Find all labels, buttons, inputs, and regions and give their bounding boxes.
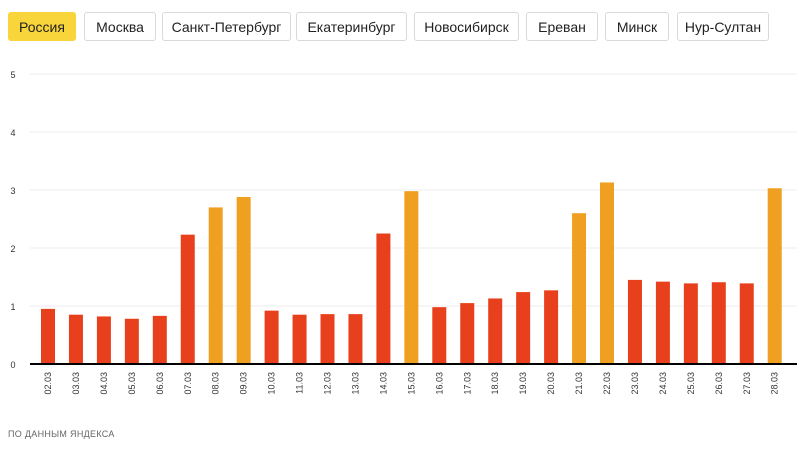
bar bbox=[600, 182, 614, 364]
bar bbox=[683, 283, 698, 364]
tab-2[interactable]: Москва bbox=[84, 12, 156, 41]
x-tick-label: 17.03 bbox=[462, 372, 472, 395]
bar bbox=[655, 281, 670, 364]
bar bbox=[544, 290, 559, 364]
x-tick-label: 04.03 bbox=[99, 372, 109, 395]
x-tick-label: 07.03 bbox=[183, 372, 193, 395]
bar bbox=[348, 314, 363, 364]
tab-7[interactable]: Минск bbox=[605, 12, 669, 41]
y-tick-label: 5 bbox=[10, 70, 15, 80]
bar bbox=[376, 233, 391, 364]
x-tick-label: 10.03 bbox=[267, 372, 277, 395]
x-tick-label: 18.03 bbox=[490, 372, 500, 395]
bar bbox=[627, 279, 642, 364]
x-tick-label: 09.03 bbox=[239, 372, 249, 395]
x-tick-label: 13.03 bbox=[350, 372, 360, 395]
x-tick-label: 12.03 bbox=[323, 372, 333, 395]
tab-5[interactable]: Новосибирск bbox=[414, 12, 519, 41]
x-tick-label: 11.03 bbox=[295, 372, 305, 394]
y-tick-label: 3 bbox=[10, 186, 15, 196]
y-tick-label: 2 bbox=[10, 244, 15, 254]
bar bbox=[208, 207, 223, 364]
bar bbox=[152, 315, 167, 364]
x-tick-label: 26.03 bbox=[714, 372, 724, 395]
x-tick-label: 24.03 bbox=[658, 372, 668, 395]
bar bbox=[739, 283, 754, 364]
bar bbox=[264, 310, 279, 364]
bar bbox=[516, 292, 531, 364]
x-tick-label: 15.03 bbox=[406, 372, 416, 395]
x-tick-label: 08.03 bbox=[211, 372, 221, 395]
bar bbox=[572, 213, 587, 364]
bar bbox=[711, 282, 726, 364]
bar bbox=[488, 298, 503, 364]
source-note: ПО ДАННЫМ ЯНДЕКСА bbox=[8, 429, 115, 439]
bar bbox=[68, 314, 83, 364]
x-tick-label: 23.03 bbox=[630, 372, 640, 395]
bar bbox=[432, 307, 447, 364]
bar bbox=[767, 188, 782, 364]
x-tick-label: 27.03 bbox=[742, 372, 752, 395]
x-tick-label: 25.03 bbox=[686, 372, 696, 395]
tab-3[interactable]: Санкт-Петербург bbox=[162, 12, 291, 41]
x-tick-label: 28.03 bbox=[770, 372, 780, 395]
bar bbox=[180, 234, 195, 364]
bar bbox=[236, 196, 251, 364]
bar bbox=[96, 316, 111, 364]
x-tick-label: 02.03 bbox=[43, 372, 53, 395]
bar bbox=[292, 314, 307, 364]
bar bbox=[320, 314, 335, 364]
x-tick-label: 06.03 bbox=[155, 372, 165, 395]
tab-6[interactable]: Ереван bbox=[526, 12, 598, 41]
x-tick-label: 05.03 bbox=[127, 372, 137, 395]
y-tick-label: 1 bbox=[10, 302, 15, 312]
y-tick-label: 4 bbox=[10, 128, 15, 138]
bar bbox=[404, 191, 419, 364]
x-tick-label: 16.03 bbox=[434, 372, 444, 395]
bar bbox=[124, 318, 139, 364]
y-tick-label: 0 bbox=[10, 360, 15, 370]
bar bbox=[41, 308, 55, 364]
x-tick-label: 14.03 bbox=[378, 372, 388, 395]
x-tick-label: 03.03 bbox=[71, 372, 81, 395]
tab-4[interactable]: Екатеринбург bbox=[296, 12, 407, 41]
x-tick-label: 20.03 bbox=[546, 372, 556, 395]
bar bbox=[460, 303, 475, 364]
x-tick-label: 22.03 bbox=[602, 372, 612, 395]
tab-1[interactable]: Россия bbox=[8, 12, 76, 41]
tab-8[interactable]: Нур-Султан bbox=[677, 12, 769, 41]
x-tick-label: 19.03 bbox=[518, 372, 528, 395]
x-tick-label: 21.03 bbox=[574, 372, 584, 395]
